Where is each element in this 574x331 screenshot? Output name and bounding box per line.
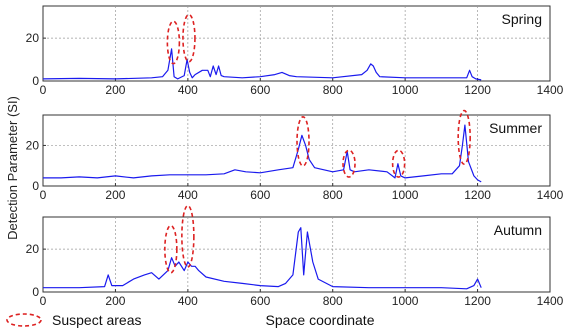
- suspect-area-ellipse: [457, 109, 471, 165]
- y-tick-label: 20: [26, 31, 40, 45]
- x-tick-label: 600: [250, 294, 270, 308]
- series-line-spring: [42, 48, 482, 81]
- suspect-area-ellipse: [182, 13, 196, 63]
- panel-label-box: [482, 221, 542, 240]
- suspect-area-ellipse: [391, 149, 406, 178]
- y-tick-label: 0: [32, 285, 39, 299]
- y-axis-label: Detection Parameter (SI): [5, 96, 20, 240]
- x-tick-label: 0: [40, 188, 47, 202]
- x-tick-label: 1200: [464, 188, 491, 202]
- y-tick-label: 0: [32, 74, 39, 88]
- x-axis-label: Space coordinate: [266, 312, 375, 328]
- y-tick-label: 0: [32, 179, 39, 193]
- x-tick-label: 400: [178, 294, 198, 308]
- x-tick-label: 1200: [464, 294, 491, 308]
- panel-label-spring: Spring: [502, 11, 542, 27]
- legend-suspect-ellipse: [6, 313, 42, 327]
- x-tick-label: 400: [178, 83, 198, 97]
- suspect-area-ellipse: [296, 116, 310, 167]
- x-tick-label: 0: [40, 294, 47, 308]
- suspect-area-ellipse: [164, 224, 178, 274]
- x-tick-label: 600: [250, 188, 270, 202]
- panel-frame: [42, 216, 551, 293]
- x-tick-label: 600: [250, 83, 270, 97]
- y-tick-label: 20: [26, 242, 40, 256]
- panel-label-box: [482, 10, 542, 29]
- panel-spring: 0 200 400 600 800 1000 1200 1400 0 20 Spring: [26, 5, 564, 97]
- x-tick-label: 800: [323, 188, 343, 202]
- x-tick-label: 0: [40, 83, 47, 97]
- suspect-area-ellipse: [181, 204, 195, 268]
- x-tick-label: 400: [178, 188, 198, 202]
- series-line-autumn: [43, 227, 482, 290]
- x-tick-label: 1400: [537, 83, 564, 97]
- x-tick-label: 200: [105, 83, 125, 97]
- panel-label-autumn: Autumn: [494, 222, 542, 238]
- x-tick-label: 800: [323, 294, 343, 308]
- panel-label-box: [482, 119, 542, 138]
- x-tick-label: 1400: [537, 188, 564, 202]
- panel-label-summer: Summer: [489, 120, 542, 136]
- legend-suspect-label: Suspect areas: [52, 312, 142, 328]
- x-tick-label: 1400: [537, 294, 564, 308]
- x-tick-label: 1000: [392, 83, 419, 97]
- x-tick-label: 200: [105, 294, 125, 308]
- x-tick-label: 1000: [392, 188, 419, 202]
- y-tick-label: 20: [26, 138, 40, 152]
- panel-summer: 0 200 400 600 800 1000 1200 1400 0 20 Summer: [26, 109, 564, 202]
- x-tick-label: 800: [323, 83, 343, 97]
- legend: Suspect areas: [6, 312, 142, 328]
- x-tick-label: 1200: [464, 83, 491, 97]
- suspect-area-ellipse: [342, 149, 356, 178]
- x-tick-label: 1000: [392, 294, 419, 308]
- panel-frame: [42, 5, 551, 82]
- panel-autumn: 0 200 400 600 800 1000 1200 1400 0 20 Autumn: [26, 204, 564, 308]
- suspect-area-ellipse: [166, 20, 181, 65]
- x-tick-label: 200: [105, 188, 125, 202]
- series-line-summer: [43, 124, 482, 183]
